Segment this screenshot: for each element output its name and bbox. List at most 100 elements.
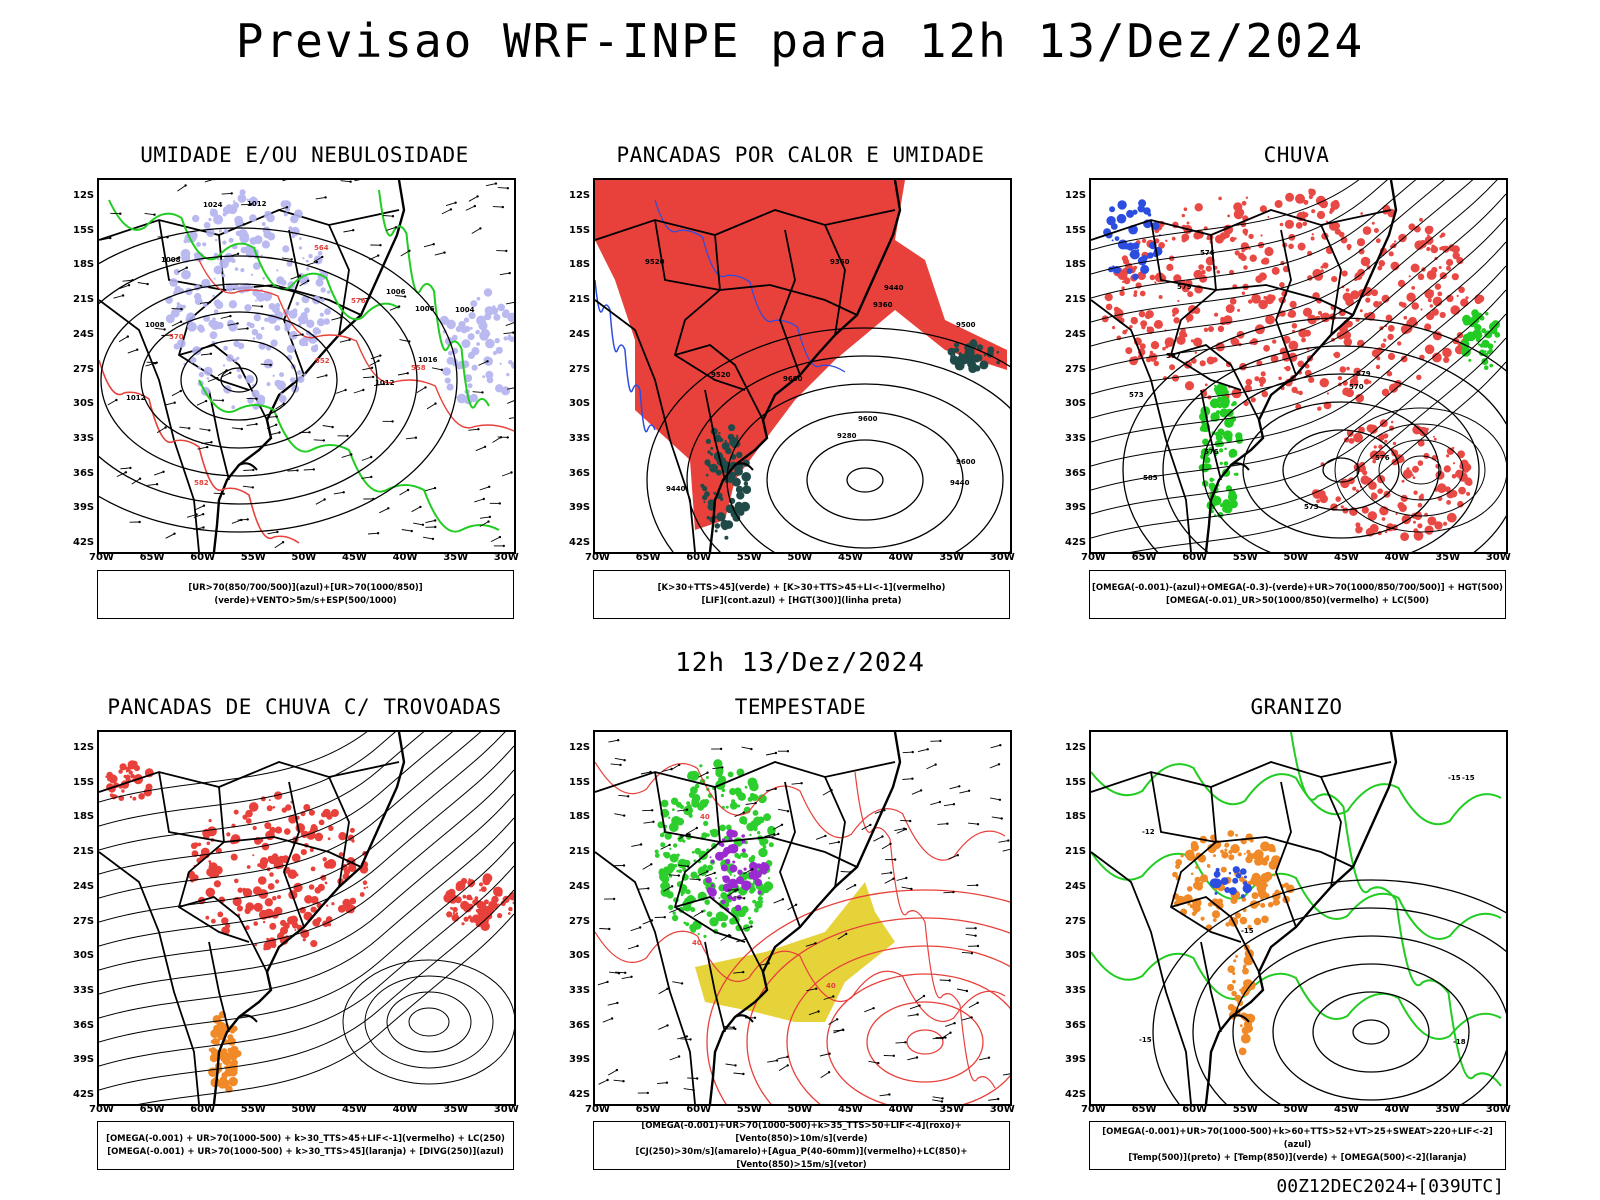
thunderstorm-red-west xyxy=(105,760,154,801)
temp-500-contours xyxy=(1152,879,1506,1104)
contour-value-label: 576 xyxy=(1204,448,1219,456)
legend-line: [K>30+TTS>45](verde) + [K>30+TTS>45+LI<-… xyxy=(657,582,946,593)
precipitable-water-contour xyxy=(595,761,1006,861)
latitude-label: 21S xyxy=(1065,846,1087,858)
latitude-label: 27S xyxy=(73,363,95,375)
contour-value-label: 1012 xyxy=(375,379,395,387)
latitude-label: 18S xyxy=(73,259,95,271)
panel-title-chuva: CHUVA xyxy=(1263,143,1330,167)
contour-value-label: 585 xyxy=(1143,474,1158,482)
thickness-contour xyxy=(99,359,300,544)
longitude-label: 35W xyxy=(939,552,965,563)
geopotential-labels: 9600 9600 9600 9500 9520 9520 9440 9440 9440 9360… xyxy=(645,258,976,493)
longitude-label: 40W xyxy=(1384,1104,1410,1115)
contour-value-label: 1008 xyxy=(145,321,165,329)
longitude-label: 40W xyxy=(392,552,418,563)
longitude-label: 70W xyxy=(89,1104,114,1115)
longitude-label: 60W xyxy=(686,552,712,563)
latitude-label: 30S xyxy=(73,398,95,410)
panel-title-tempestade: TEMPESTADE xyxy=(734,695,867,719)
longitude-label: 55W xyxy=(1232,1104,1258,1115)
longitude-label: 50W xyxy=(787,1104,813,1115)
contour-value-label: 1008 xyxy=(161,256,181,264)
longitude-label: 50W xyxy=(1283,1104,1309,1115)
latitude-label: 15S xyxy=(569,224,591,236)
latitude-label: 33S xyxy=(73,432,95,444)
longitude-label: 55W xyxy=(736,552,762,563)
latitude-label: 42S xyxy=(73,537,95,548)
contour-value-label: 9360 xyxy=(873,301,893,309)
latitude-label: 21S xyxy=(569,294,591,306)
geopotential-300-contours xyxy=(646,327,1010,552)
latitude-label: 12S xyxy=(1065,742,1087,753)
longitude-label: 30W xyxy=(1485,1104,1511,1115)
longitude-label: 30W xyxy=(989,1104,1015,1115)
longitude-label: 65W xyxy=(1131,552,1157,563)
contour-value-label: 1012 xyxy=(126,394,146,402)
latitude-label: 21S xyxy=(73,846,95,858)
humidity-lower-contour xyxy=(108,199,400,321)
legend-line: [UR>70(850/700/500)](azul)+[UR>70(1000/8… xyxy=(188,582,423,606)
latitude-label: 12S xyxy=(73,190,95,201)
contour-value-label: 9440 xyxy=(950,479,970,487)
latitude-label: 15S xyxy=(569,776,591,788)
latitude-label: 24S xyxy=(569,328,591,340)
contour-value-label: 564 xyxy=(314,244,329,252)
legend-pancadas-trovoadas: [OMEGA(-0.001) + UR>70(1000-500) + k>30_… xyxy=(97,1121,514,1170)
map-pancadas-trovoadas xyxy=(97,730,516,1106)
latitude-label: 27S xyxy=(569,915,591,927)
latitude-label: 12S xyxy=(73,742,95,753)
main-title: Previsao WRF-INPE para 12h 13/Dez/2024 xyxy=(235,14,1365,68)
contour-value-label: -15 xyxy=(1462,774,1475,782)
latitude-label: 39S xyxy=(1065,502,1087,514)
instability-area-green xyxy=(947,339,1001,373)
latitude-label: 12S xyxy=(569,190,591,201)
latitude-label: 27S xyxy=(73,915,95,927)
panel-title-pancadas-trovoadas: PANCADAS DE CHUVA C/ TROVOADAS xyxy=(107,695,502,719)
contour-value-label: -18 xyxy=(1453,1038,1466,1046)
longitude-label: 35W xyxy=(443,1104,469,1115)
latitude-label: 42S xyxy=(73,1089,95,1100)
longitude-label: 30W xyxy=(989,552,1015,563)
contour-value-label: 1024 xyxy=(203,201,223,209)
temp-850-contour xyxy=(1091,951,1502,1040)
latitude-label: 33S xyxy=(1065,432,1087,444)
contour-value-label: 570 xyxy=(1349,383,1364,391)
longitude-label: 35W xyxy=(1435,1104,1461,1115)
legend-granizo: [OMEGA(-0.001)+UR>70(1000-500)+k>60+TTS>… xyxy=(1089,1121,1506,1170)
latitude-label: 27S xyxy=(1065,363,1087,375)
water-labels: 40 40 40 xyxy=(692,813,836,990)
contour-value-label: -15 xyxy=(1139,1036,1152,1044)
thickness-contour xyxy=(198,259,514,432)
latitude-label: 18S xyxy=(1065,259,1087,271)
latitude-label: 36S xyxy=(73,467,95,479)
contour-value-label: 558 xyxy=(411,364,426,372)
latitude-label: 33S xyxy=(569,432,591,444)
omega-strong-green xyxy=(1198,383,1244,518)
contour-value-label: 1006 xyxy=(386,288,406,296)
longitude-label: 40W xyxy=(888,1104,914,1115)
latitude-label: 39S xyxy=(1065,1054,1087,1066)
longitude-label: 70W xyxy=(585,1104,610,1115)
longitude-label: 60W xyxy=(190,1104,216,1115)
longitude-label: 35W xyxy=(1435,552,1461,563)
contour-value-label: 9600 xyxy=(956,458,976,466)
contour-value-label: 579 xyxy=(1356,370,1371,378)
contour-value-label: 1016 xyxy=(418,356,438,364)
latitude-label: 39S xyxy=(73,1054,95,1066)
contour-value-label: 9440 xyxy=(884,284,904,292)
wind-vectors-850 xyxy=(597,739,1010,1103)
map-granizo: -15 -15 -15 -15 -18 -12 xyxy=(1089,730,1508,1106)
hail-risk-blue xyxy=(1209,866,1252,899)
longitude-label: 70W xyxy=(1081,552,1106,563)
panel-title-granizo: GRANIZO xyxy=(1250,695,1343,719)
lifted-index-contour xyxy=(654,199,846,373)
pressure-labels: 1006 1012 1008 1004 1016 1012 1008 1006 1012 1024 xyxy=(126,200,475,402)
contour-value-label: 576 xyxy=(1375,454,1390,462)
map-umidade: 1006 1012 1008 1004 1016 1012 1008 1006 1012 1024… xyxy=(97,178,516,554)
jet-stream-area xyxy=(695,882,895,1022)
longitude-label: 50W xyxy=(787,552,813,563)
contour-value-label: 1004 xyxy=(455,306,475,314)
latitude-label: 30S xyxy=(1065,398,1087,410)
latitude-label: 36S xyxy=(73,1019,95,1031)
